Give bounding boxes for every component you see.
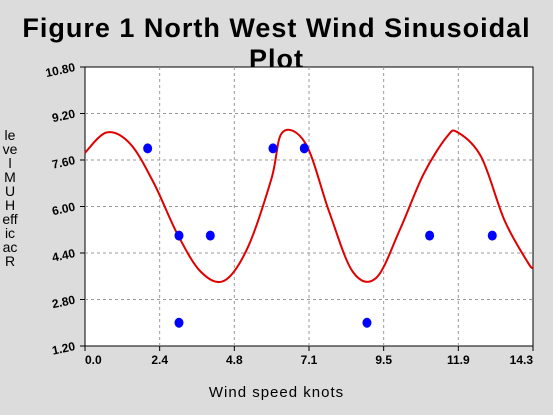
data-point [362,317,372,328]
data-point [174,317,184,328]
x-axis-label: Wind speed knots [208,384,345,401]
data-point [143,143,153,154]
y-tick-label: 7.60 [51,153,77,172]
x-tick-label: 7.1 [301,353,318,367]
y-tick-label: 4.40 [51,246,77,265]
data-point [268,143,278,154]
x-tick-label: 11.9 [447,353,470,367]
x-tick-label: 0.0 [85,353,102,367]
x-tick-label: 4.8 [226,353,243,367]
y-axis-label: level MUH efficacR [2,127,19,269]
y-tick-label: 6.00 [51,200,77,219]
y-tick-label: 9.20 [51,107,77,126]
data-point [299,143,309,154]
y-tick-label: 10.80 [44,60,77,80]
grid [85,67,533,346]
ticks: 0.0 2.4 4.8 7.1 9.5 11.9 14.3 1.20 2.80 4.40 6.00 7… [44,60,534,367]
x-tick-label: 14.3 [510,353,534,367]
data-point [205,230,215,241]
sine-fit-curve [84,128,534,284]
data-point [174,230,184,241]
x-tick-label: 2.4 [151,353,168,367]
data-points-layer [143,143,497,328]
chart-title: Figure 1 North West Wind Sinusoidal Plot [22,13,531,74]
sine-fit-layer [84,128,534,284]
data-point [487,230,497,241]
y-tick-label: 2.80 [51,293,77,312]
data-point [425,230,435,241]
y-tick-label: 1.20 [51,339,77,358]
x-tick-label: 9.5 [375,353,392,367]
